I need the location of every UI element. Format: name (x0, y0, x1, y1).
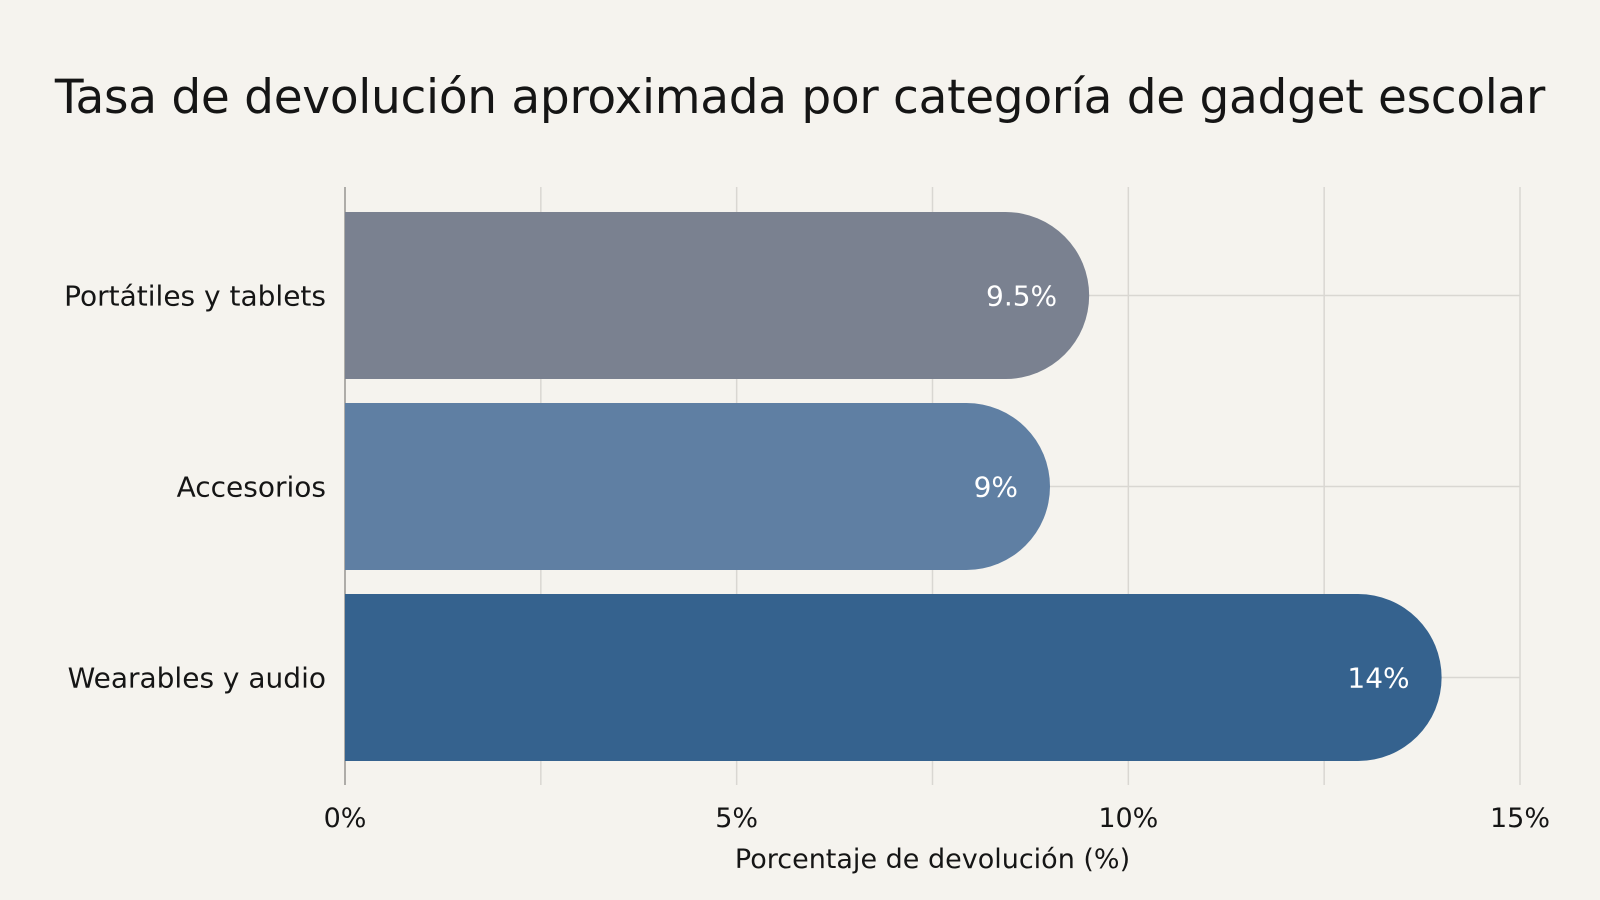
bar-value-label: 9.5% (986, 280, 1057, 313)
bar-value-label: 9% (974, 471, 1018, 504)
bar-3 (345, 594, 1442, 761)
x-axis-title: Porcentaje de devolución (%) (735, 844, 1130, 875)
bar-2 (345, 403, 1051, 570)
bar-1 (345, 212, 1090, 379)
category-label: Accesorios (177, 471, 326, 504)
category-label: Wearables y audio (68, 662, 326, 695)
chart-title: Tasa de devolución aproximada por catego… (54, 70, 1546, 125)
x-tick-label: 0% (324, 803, 367, 834)
x-tick-label: 15% (1490, 803, 1550, 834)
x-tick-label: 5% (715, 803, 758, 834)
category-label: Portátiles y tablets (64, 280, 326, 313)
labels: 9.5% Portátiles y tablets 9% Accesorios 14% W… (64, 280, 1550, 876)
bar-value-label: 14% (1347, 662, 1409, 695)
bars (345, 212, 1442, 761)
x-tick-label: 10% (1098, 803, 1158, 834)
